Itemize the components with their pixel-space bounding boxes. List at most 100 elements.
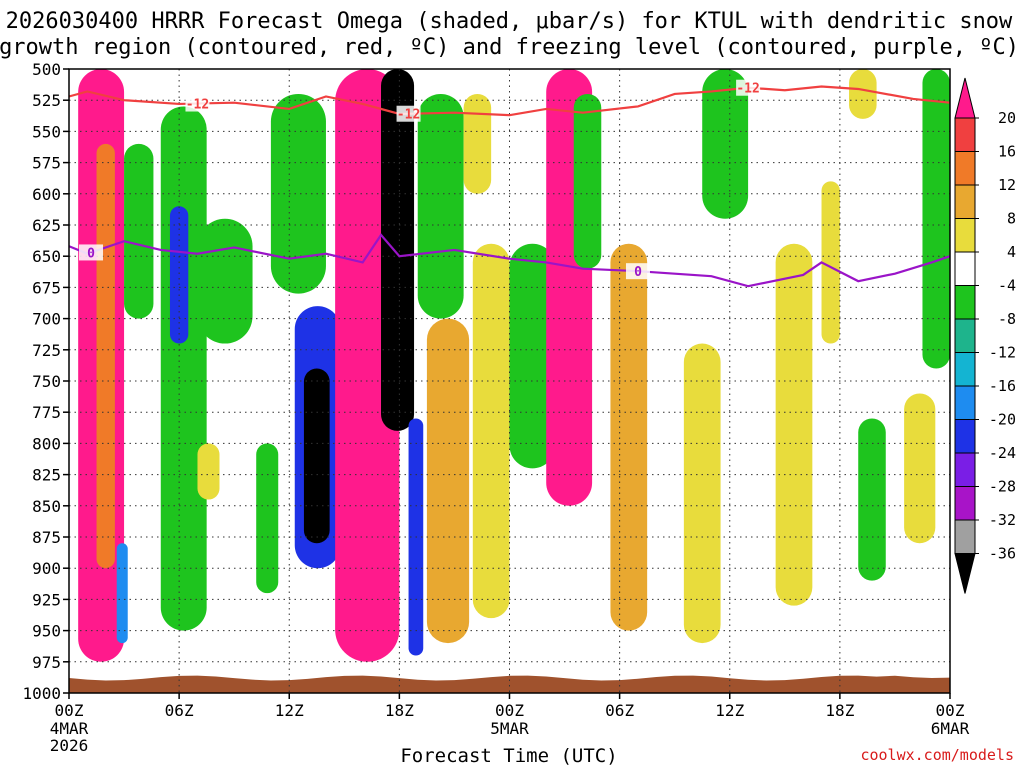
colorbar-bottom-arrow (954, 553, 976, 594)
colorbar-label-1: 16 (998, 143, 1016, 161)
x-tick-label-3: 18Z (385, 701, 414, 720)
omega-band-22 (610, 243, 648, 631)
omega-band-26 (821, 181, 840, 344)
omega-band-13 (381, 69, 415, 431)
colorbar-bin-2 (954, 151, 976, 186)
contour-lines: -12 -12 -12 0 0 (69, 79, 950, 288)
colorbar-label-8: -16 (989, 377, 1016, 395)
x-tick-label-6: 12Z (715, 701, 744, 720)
y-tick-label-1000: 1000 (22, 684, 61, 703)
omega-band-30 (922, 69, 950, 369)
omega-band-1 (96, 143, 115, 569)
ground-surface (69, 675, 950, 693)
x-tick-label-8: 00Z (936, 701, 965, 720)
omega-band-18 (472, 243, 510, 619)
colorbar-label-11: -28 (989, 478, 1016, 496)
grid-lines (69, 69, 950, 693)
chart-title-line-1: 2026030400 HRRR Forecast Omega (shaded, … (6, 9, 1013, 34)
y-tick-label-975: 975 (32, 653, 61, 672)
y-tick-label-775: 775 (32, 403, 61, 422)
colorbar-bin-9 (954, 385, 976, 420)
x-tick-label-2: 12Z (275, 701, 304, 720)
y-tick-label-925: 925 (32, 590, 61, 609)
x-tick-label-1: 06Z (165, 701, 194, 720)
colorbar-bin-13 (954, 519, 976, 554)
omega-band-8 (256, 443, 279, 594)
y-tick-label-675: 675 (32, 278, 61, 297)
omega-band-6 (197, 218, 253, 344)
colorbar-label-7: -12 (989, 344, 1016, 362)
y-tick-label-550: 550 (32, 122, 61, 141)
credit-text: coolwx.com/models (860, 746, 1014, 764)
omega-band-17 (463, 93, 492, 194)
colorbar-label-0: 20 (998, 109, 1016, 127)
omega-band-25 (775, 243, 813, 606)
colorbar-label-6: -8 (998, 310, 1016, 328)
omega-band-9 (270, 93, 326, 294)
x-tick-sublabel-0-1: 2026 (50, 736, 89, 755)
omega-band-3 (169, 206, 189, 344)
y-tick-label-575: 575 (32, 154, 61, 173)
x-axis-title: Forecast Time (UTC) (400, 745, 617, 767)
omega-band-15 (417, 93, 464, 319)
y-tick-label-600: 600 (32, 185, 61, 204)
colorbar-bin-11 (954, 452, 976, 487)
y-tick-label-825: 825 (32, 466, 61, 485)
y-tick-label-700: 700 (32, 310, 61, 329)
colorbar-label-12: -32 (989, 511, 1016, 529)
colorbar-label-13: -36 (989, 545, 1016, 563)
omega-band-21 (573, 93, 602, 269)
y-tick-label-500: 500 (32, 60, 61, 79)
x-tick-sublabel-0-0: 4MAR (50, 719, 89, 738)
colorbar-label-3: 8 (1007, 210, 1016, 228)
colorbar-bin-3 (954, 184, 976, 219)
x-tick-sublabel-4-0: 5MAR (490, 719, 529, 738)
omega-band-23 (683, 343, 721, 644)
contour-label-dendritic-growth-minus12-0: -12 (186, 98, 209, 113)
y-axis-ticks: 500 525 550 575 600 625 650 675 700 725 750 775 800 8… (22, 60, 69, 703)
y-tick-label-950: 950 (32, 622, 61, 641)
omega-band-29 (904, 393, 936, 544)
contour-label-bg-dendritic-growth-minus12-0 (185, 95, 210, 112)
chart-title-line-2: growth region (contoured, red, ºC) and f… (0, 35, 1019, 60)
x-tick-label-5: 06Z (605, 701, 634, 720)
colorbar-bin-7 (954, 318, 976, 353)
colorbar-bin-10 (954, 419, 976, 454)
omega-band-24 (702, 69, 749, 219)
terrain-ground (69, 675, 950, 693)
omega-band-16 (426, 318, 470, 644)
y-tick-label-750: 750 (32, 372, 61, 391)
colorbar-bin-1 (954, 117, 976, 152)
colorbar-label-10: -24 (989, 444, 1016, 462)
contour-label-bg-freezing-level-0-0 (79, 244, 104, 261)
colorbar-label-4: 4 (1007, 243, 1016, 261)
colorbar-bin-8 (954, 352, 976, 387)
y-tick-label-850: 850 (32, 497, 61, 516)
y-tick-label-525: 525 (32, 91, 61, 110)
contour-label-freezing-level-0-0: 0 (87, 246, 95, 261)
contour-label-bg-freezing-level-0-1 (625, 263, 650, 280)
contour-label-bg-dendritic-growth-minus12-2 (736, 79, 761, 96)
x-tick-sublabel-8-0: 6MAR (931, 719, 970, 738)
omega-band-4 (116, 543, 128, 644)
contour-label-dendritic-growth-minus12-1: -12 (397, 108, 420, 123)
y-tick-label-650: 650 (32, 247, 61, 266)
colorbar-bin-6 (954, 285, 976, 320)
contour-label-freezing-level-0-1: 0 (634, 265, 642, 280)
colorbar-label-9: -20 (989, 411, 1016, 429)
colorbar: 20 16 12 8 4 -4 -8 -12 -16 -20 -24 -28 -32 -36 (954, 77, 1016, 594)
omega-band-27 (849, 69, 877, 119)
colorbar-bin-4 (954, 218, 976, 253)
colorbar-label-5: -4 (998, 277, 1016, 295)
colorbar-bin-12 (954, 486, 976, 521)
y-tick-label-875: 875 (32, 528, 61, 547)
y-tick-label-900: 900 (32, 559, 61, 578)
omega-band-2 (160, 106, 207, 631)
x-tick-label-7: 18Z (825, 701, 854, 720)
omega-band-28 (858, 418, 886, 581)
y-tick-label-625: 625 (32, 216, 61, 235)
y-tick-label-800: 800 (32, 434, 61, 453)
contour-label-dendritic-growth-minus12-2: -12 (736, 82, 759, 97)
